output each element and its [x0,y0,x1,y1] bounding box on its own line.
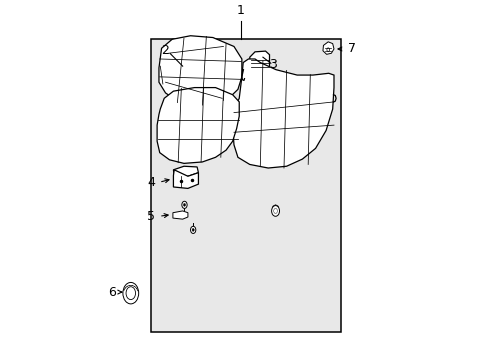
Circle shape [273,208,277,213]
Polygon shape [173,170,198,188]
Circle shape [183,203,185,206]
Text: 6: 6 [108,285,116,298]
Circle shape [182,201,187,208]
Polygon shape [322,42,333,54]
Polygon shape [272,205,278,213]
Bar [151,39,340,333]
Text: 1: 1 [236,4,244,17]
Circle shape [190,226,195,233]
Text: 2: 2 [161,44,169,57]
Text: 3: 3 [269,58,277,71]
Circle shape [271,206,279,216]
Polygon shape [232,59,333,168]
Polygon shape [157,87,239,163]
Circle shape [192,229,194,231]
Text: 7: 7 [347,42,355,55]
Text: 5: 5 [147,210,155,223]
Text: 4: 4 [147,176,155,189]
Polygon shape [173,166,198,176]
Polygon shape [173,211,187,219]
Polygon shape [159,36,242,105]
Polygon shape [249,51,269,72]
